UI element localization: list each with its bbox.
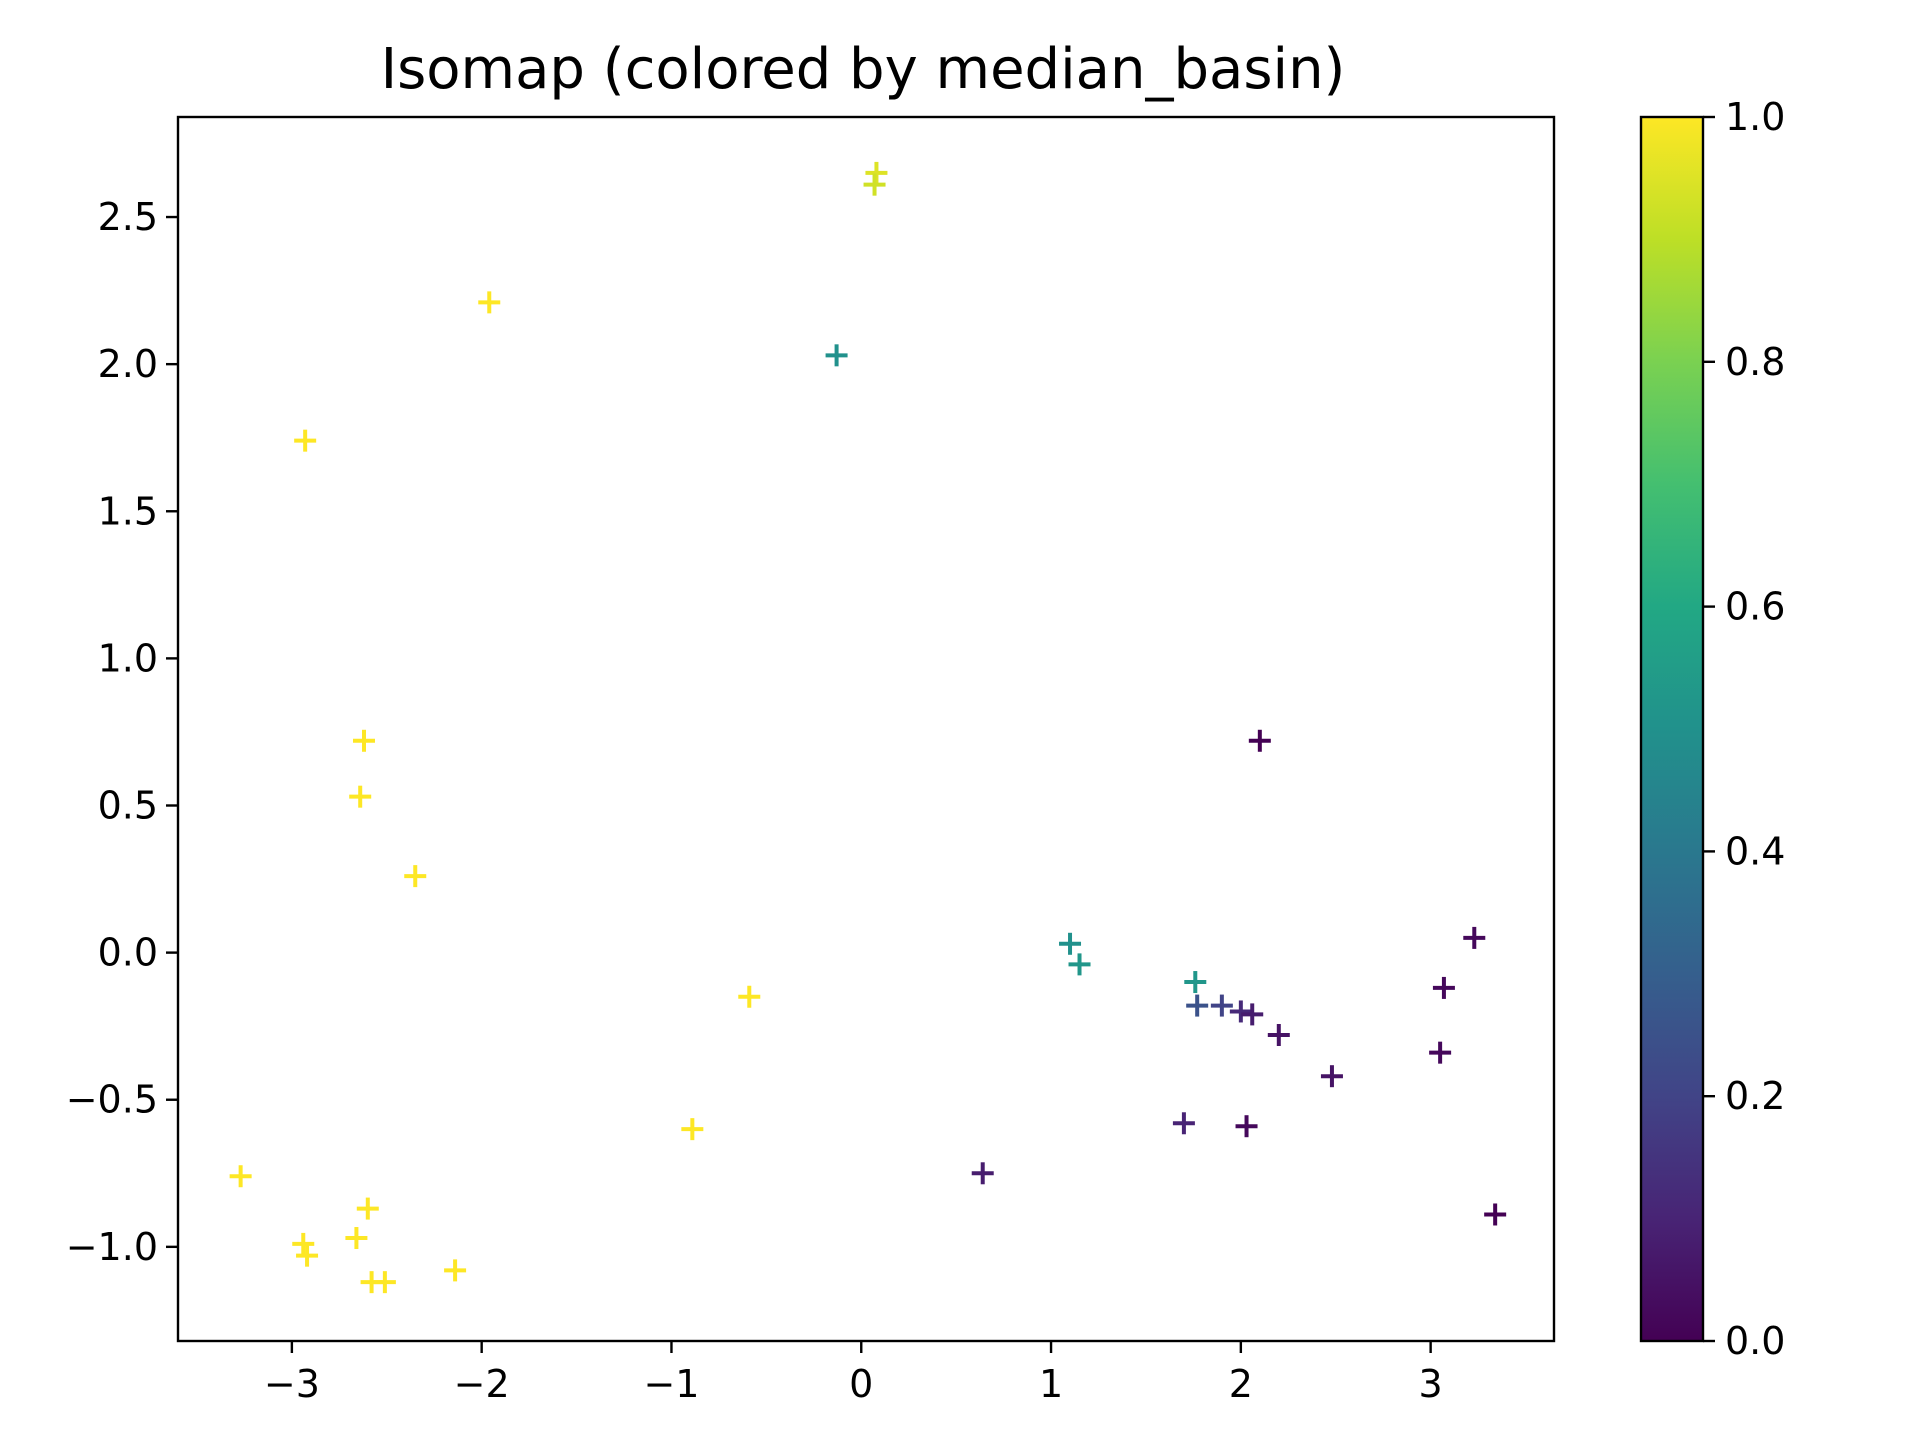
plot-area-frame: [176, 115, 1556, 1343]
data-point: [738, 985, 761, 1008]
data-point: [1059, 932, 1082, 955]
data-point: [373, 1271, 396, 1294]
colorbar: 0.0 0.2 0.4 0.6 0.8 1.0: [1639, 95, 1785, 1363]
data-point: [356, 1197, 379, 1220]
colorbar-tick-label: 0.4: [1725, 829, 1785, 873]
data-point: [971, 1162, 994, 1185]
data-point: [345, 1227, 368, 1250]
data-point: [292, 1232, 315, 1255]
x-axis-ticks: −3 −2 −1 0 1 2 3: [264, 1341, 1443, 1406]
data-point: [1248, 729, 1271, 752]
data-point: [478, 291, 501, 314]
data-point: [349, 785, 372, 808]
chart-title: Isomap (colored by median_basin): [381, 37, 1346, 102]
data-point: [1429, 1041, 1452, 1064]
y-tick-label: 0.5: [98, 784, 158, 828]
y-tick-label: 2.0: [98, 342, 158, 386]
x-tick-label: 0: [849, 1362, 873, 1406]
data-point: [1172, 1112, 1195, 1135]
colorbar-gradient: [1641, 117, 1703, 1341]
data-point: [1267, 1024, 1290, 1046]
data-point: [229, 1165, 252, 1188]
data-point: [1320, 1065, 1343, 1088]
data-point: [352, 729, 375, 752]
data-point: [1210, 994, 1233, 1017]
x-tick-label: 2: [1229, 1362, 1253, 1406]
data-point: [681, 1118, 704, 1141]
colorbar-frame: [1639, 115, 1705, 1343]
data-point: [1229, 1000, 1252, 1023]
x-tick-label: 1: [1039, 1362, 1063, 1406]
colorbar-ticks: 0.0 0.2 0.4 0.6 0.8 1.0: [1703, 95, 1785, 1363]
points-layer: [229, 161, 1507, 1294]
data-point: [1184, 971, 1207, 994]
y-tick-label: 0.0: [98, 931, 158, 975]
data-point: [1235, 1115, 1258, 1138]
colorbar-tick-label: 0.0: [1725, 1319, 1785, 1363]
data-point: [404, 865, 427, 888]
data-point: [294, 429, 317, 452]
y-tick-label: 1.5: [98, 489, 158, 533]
colorbar-tick-label: 1.0: [1725, 95, 1785, 139]
x-tick-label: −3: [264, 1362, 320, 1406]
data-point: [1186, 994, 1209, 1017]
data-point: [825, 344, 848, 367]
y-tick-label: −1.0: [66, 1225, 158, 1269]
x-tick-label: −2: [454, 1362, 510, 1406]
y-tick-label: −0.5: [66, 1078, 158, 1122]
data-point: [863, 173, 886, 196]
colorbar-tick-label: 0.2: [1725, 1074, 1785, 1118]
data-point: [1432, 976, 1455, 999]
y-tick-label: 1.0: [98, 636, 158, 680]
data-point: [1241, 1003, 1264, 1026]
y-axis-ticks: −1.0 −0.5 0.0 0.5 1.0 1.5 2.0 2.5: [66, 195, 178, 1269]
x-tick-label: −1: [643, 1362, 699, 1406]
colorbar-tick-label: 0.8: [1725, 340, 1785, 384]
colorbar-tick-label: 0.6: [1725, 585, 1785, 629]
data-point: [296, 1244, 319, 1267]
y-tick-label: 2.5: [98, 195, 158, 239]
data-point: [1068, 953, 1091, 976]
data-point: [444, 1259, 467, 1282]
data-point: [1484, 1203, 1507, 1226]
x-tick-label: 3: [1419, 1362, 1443, 1406]
data-point: [1463, 926, 1486, 949]
